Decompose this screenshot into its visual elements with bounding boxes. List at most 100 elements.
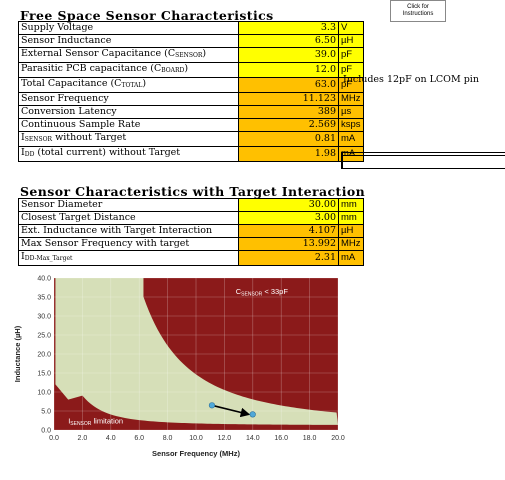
inductance-frequency-chart: 0.0 2.0 4.0 6.0 8.0 10.0 12.0 14.0 16.0 18.0 20.0 0… <box>13 276 345 459</box>
target-interaction-table: Sensor Diameter 30.00 mm Closest Target Dis… <box>18 198 364 266</box>
row-label-text: Ext. Inductance with Target Interaction <box>21 225 213 237</box>
row-label-suffix: ) <box>184 63 189 75</box>
row-label-text: Continuous Sample Rate <box>21 119 141 131</box>
table-row: External Sensor Capacitance (CSENSOR) 39.… <box>18 47 364 63</box>
table-row: Total Capacitance (CTOTAL) 63.0 pF <box>18 77 364 93</box>
unit-cell: mA <box>338 250 364 266</box>
row-label: ISENSOR without Target <box>18 131 239 147</box>
input-cell[interactable]: 12.0 <box>238 62 339 78</box>
unit-cell: MHz <box>338 92 364 106</box>
y-tick-label: 20.0 <box>37 352 51 359</box>
table-row: Ext. Inductance with Target Interaction 4… <box>18 224 364 238</box>
row-label: Max Sensor Frequency with target <box>18 237 239 251</box>
row-border-line <box>342 168 505 169</box>
computed-cell: 2.31 <box>238 250 339 266</box>
row-label-text: Sensor Frequency <box>21 93 109 105</box>
instructions-button[interactable]: Click for Instructions <box>390 0 446 22</box>
row-label: Total Capacitance (CTOTAL) <box>18 77 239 93</box>
table-row: Closest Target Distance 3.00 mm <box>18 211 364 225</box>
chart-annotation: CSENSOR < 33pF <box>236 287 289 298</box>
row-label-text: I <box>21 132 25 144</box>
x-tick-label: 10.0 <box>189 435 203 442</box>
row-label-text: Max Sensor Frequency with target <box>21 238 190 250</box>
unit-cell: µH <box>338 34 364 48</box>
row-label-subscript: SENSOR <box>175 52 203 59</box>
x-tick-label: 20.0 <box>331 435 345 442</box>
table-row: Continuous Sample Rate 2.569 ksps <box>18 118 364 132</box>
operating-point <box>208 402 216 409</box>
row-label: Sensor Frequency <box>18 92 239 106</box>
valid-operating-region <box>55 278 339 425</box>
computed-cell: 1.98 <box>238 146 339 162</box>
chart-annotation: ISENSOR limitation <box>68 417 123 428</box>
unit-cell: pF <box>338 47 364 63</box>
row-label-subscript: DD <box>24 151 35 158</box>
input-cell[interactable]: 3.3 <box>238 21 339 35</box>
y-tick-label: 5.0 <box>41 409 51 416</box>
row-label: Sensor Inductance <box>18 34 239 48</box>
row-label: External Sensor Capacitance (CSENSOR) <box>18 47 239 63</box>
row-border-line <box>342 152 505 153</box>
y-tick-label: 0.0 <box>41 428 51 435</box>
row-label-text: Sensor Inductance <box>21 35 112 47</box>
y-tick-label: 10.0 <box>37 390 51 397</box>
input-cell[interactable]: 39.0 <box>238 47 339 63</box>
row-label: IDD-Max_Target <box>18 250 239 266</box>
table-row: Supply Voltage 3.3 V <box>18 21 364 35</box>
unit-cell: MHz <box>338 237 364 251</box>
unit-cell: mA <box>338 131 364 147</box>
free-space-title: Free Space Sensor Characteristics <box>20 8 274 23</box>
x-tick-label: 6.0 <box>134 435 144 442</box>
row-label-text: Sensor Diameter <box>21 199 103 211</box>
table-row: ISENSOR without Target 0.81 mA <box>18 131 364 147</box>
unit-cell: mm <box>338 198 364 212</box>
x-axis-label: Sensor Frequency (MHz) <box>152 449 240 458</box>
row-label-suffix: ) <box>142 78 147 90</box>
table-row: Conversion Latency 389 µs <box>18 105 364 119</box>
row-label-subscript: BOARD <box>161 67 185 74</box>
y-tick-label: 40.0 <box>37 276 51 283</box>
row-border-line <box>342 155 505 156</box>
x-tick-label: 2.0 <box>78 435 88 442</box>
table-row: IDD (total current) without Target 1.98 mA <box>18 146 364 162</box>
unit-cell: µs <box>338 105 364 119</box>
row-label: Conversion Latency <box>18 105 239 119</box>
computed-cell: 13.992 <box>238 237 339 251</box>
row-label-suffix: (total current) without Target <box>34 147 181 159</box>
x-tick-label: 8.0 <box>163 435 173 442</box>
unit-cell: pF <box>338 62 364 78</box>
input-cell[interactable]: 3.00 <box>238 211 339 225</box>
unit-cell: mA <box>338 146 364 162</box>
table-row: Max Sensor Frequency with target 13.992 MH… <box>18 237 364 251</box>
row-label: Closest Target Distance <box>18 211 239 225</box>
x-tick-label: 14.0 <box>246 435 260 442</box>
row-label: Ext. Inductance with Target Interaction <box>18 224 239 238</box>
target-shift-arrow <box>211 404 251 418</box>
y-tick-label: 30.0 <box>37 314 51 321</box>
target-interaction-title: Sensor Characteristics with Target Inter… <box>20 184 366 199</box>
table-row: Sensor Inductance 6.50 µH <box>18 34 364 48</box>
row-label: Continuous Sample Rate <box>18 118 239 132</box>
row-label: Supply Voltage <box>18 21 239 35</box>
row-label-subscript: TOTAL <box>121 82 143 89</box>
row-label-text: Total Capacitance (C <box>21 78 122 90</box>
row-label-text: I <box>21 251 25 263</box>
table-row: Sensor Frequency 11.123 MHz <box>18 92 364 106</box>
row-label: Sensor Diameter <box>18 198 239 212</box>
computed-cell: 0.81 <box>238 131 339 147</box>
total-capacitance-note: Includes 12pF on LCOM pin <box>343 74 479 85</box>
x-tick-label: 18.0 <box>303 435 317 442</box>
computed-cell: 2.569 <box>238 118 339 132</box>
row-label-suffix: ) <box>202 48 207 60</box>
y-tick-label: 35.0 <box>37 295 51 302</box>
input-cell[interactable]: 6.50 <box>238 34 339 48</box>
table-row: Sensor Diameter 30.00 mm <box>18 198 364 212</box>
input-cell[interactable]: 30.00 <box>238 198 339 212</box>
x-tick-label: 16.0 <box>274 435 288 442</box>
computed-cell: 4.107 <box>238 224 339 238</box>
row-label-text: I <box>21 147 25 159</box>
x-tick-label: 12.0 <box>218 435 232 442</box>
row-label-text: Parasitic PCB capacitance (C <box>21 63 162 75</box>
row-label-text: Supply Voltage <box>21 22 94 34</box>
y-axis-label: Inductance (µH) <box>13 325 22 382</box>
